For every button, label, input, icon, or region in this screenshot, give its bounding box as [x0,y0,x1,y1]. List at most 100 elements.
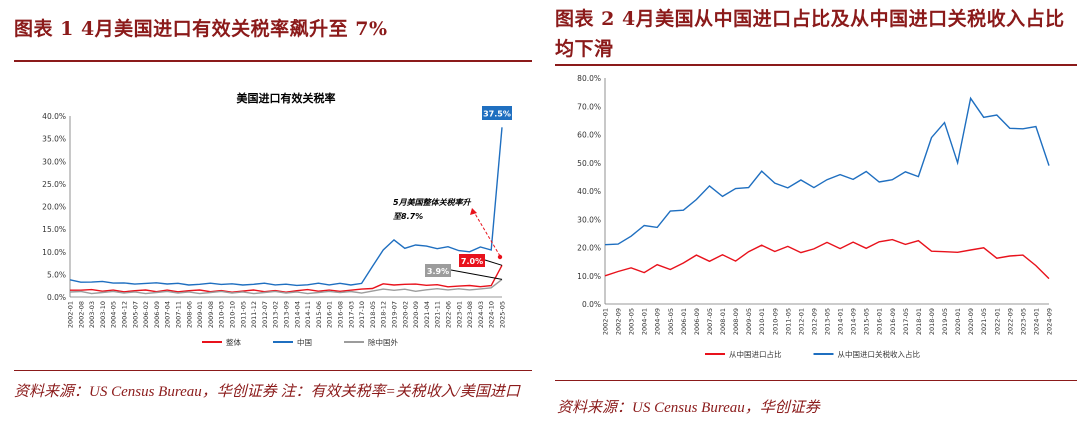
annotation-note-line2: 至8.7% [393,212,423,221]
x-tick-label: 2018-05 [369,301,377,328]
x-tick-label: 2017-10 [358,301,366,328]
y-tick-label: 40.0% [42,112,66,121]
x-tick-label: 2005-07 [131,301,139,328]
x-tick-label: 2019-05 [941,308,949,335]
x-tick-label: 2007-11 [175,301,183,328]
x-tick-label: 2011-05 [784,308,792,335]
tariff-rate-chart: 美国进口有效关税率 0.0% 5.0% 10.0% 15.0% 20.0% 25.0% 30.… [42,91,512,347]
annotation-dot [497,254,503,260]
x-tick-label: 2009-01 [196,301,204,328]
x-tick-label: 2008-09 [732,308,740,335]
y-tick-label: 15.0% [42,225,66,234]
x-tick-label: 2008-01 [719,308,727,335]
x-tick-label: 2012-09 [810,308,818,335]
x-tick-label: 2023-08 [466,301,474,328]
x-tick-label: 2016-08 [337,301,345,328]
x-tick-label: 2021-05 [980,308,988,335]
x-tick-label: 2009-08 [207,301,215,328]
x-tick-label: 2021-11 [434,301,442,328]
x-tick-label: 2023-05 [1019,308,1027,335]
exchina-label: 3.9% [427,267,449,276]
x-tick-label: 2004-01 [641,308,649,335]
x-tick-label: 2024-01 [1032,308,1040,335]
x-tick-label: 2022-09 [1006,308,1014,335]
x-tick-label: 2014-09 [850,308,858,335]
x-tick-label: 2016-01 [326,301,334,328]
x-tick-label: 2016-09 [889,308,897,335]
annotation-arrowhead [470,208,477,215]
x-tick-label: 2010-10 [229,301,237,328]
exchina-label-box [425,264,451,277]
x-tick-label: 2011-12 [250,301,258,328]
x-tick-label: 2021-04 [423,301,431,328]
x-tick-label: 2023-01 [455,301,463,328]
y-tick-label: 25.0% [42,180,66,189]
x-tick-label: 2014-01 [837,308,845,335]
x-tick-label: 2020-09 [967,308,975,335]
x-tick-label: 2018-09 [928,308,936,335]
x-tick-label: 2013-09 [283,301,291,328]
y-tick-label: 0.0% [582,300,601,309]
x-tick-label: 2006-09 [153,301,161,328]
figure-1-title: 图表 1 4月美国进口有效关税率飙升至 7% [14,18,388,40]
x-tick-label: 2010-01 [758,308,766,335]
overall-label-box [459,254,485,267]
x-tick-label: 2025-05 [499,301,507,328]
figure-2-title: 图表 2 4月美国从中国进口占比及从中国进口关税收入占比均下滑 [555,8,1065,60]
x-tick-label: 2020-02 [401,301,409,328]
x-tick-label: 2018-01 [915,308,923,335]
legend-label-0: 从中国进口占比 [729,349,782,359]
series-line-2 [69,278,503,295]
annotation-arrow [473,211,501,257]
figure-1-bottom-rule [14,370,532,371]
y-tick-label: 0.0% [47,293,66,302]
x-tick-label: 2002-08 [77,301,85,328]
x-tick-label: 2002-01 [602,308,610,335]
y-tick-label: 5.0% [47,270,66,279]
legend-label-1: 从中国进口关税收入占比 [838,349,921,359]
x-tick-label: 2010-09 [771,308,779,335]
peak-label: 37.5% [483,110,511,119]
legend-label-1: 中国 [297,337,312,347]
x-tick-label: 2012-07 [261,301,269,328]
x-tick-label: 2003-03 [88,301,96,328]
overall-leader [484,259,503,266]
x-tick-label: 2013-02 [272,301,280,328]
x-tick-label: 2007-04 [164,301,172,328]
x-tick-label: 2014-11 [304,301,312,328]
figure-2-panel: 图表 2 4月美国从中国进口占比及从中国进口关税收入占比均下滑 0.0% 10.0… [545,0,1080,444]
y-tick-label: 30.0% [577,215,601,224]
x-tick-label: 2022-06 [445,301,453,328]
x-tick-label: 2004-05 [110,301,118,328]
x-tick-label: 2015-06 [315,301,323,328]
x-tick-label: 2020-01 [954,308,962,335]
y-tick-label: 10.0% [577,272,601,281]
china-share-chart: 0.0% 10.0% 20.0% 30.0% 40.0% 50.0% 60.0% 70.0% 8… [577,74,1053,359]
x-tick-label: 2004-12 [121,301,129,328]
x-tick-label: 2003-05 [628,308,636,335]
figure-2-top-rule [555,64,1077,66]
y-tick-label: 20.0% [42,203,66,212]
peak-label-box [482,106,512,120]
x-tick-label: 2002-01 [67,301,75,328]
figure-1-panel: 图表 1 4月美国进口有效关税率飙升至 7% 美国进口有效关税率 0.0% 5.0%… [0,0,535,444]
figure-2-source: 资料来源：US Census Bureau，华创证券 [557,400,820,416]
y-tick-label: 35.0% [42,135,66,144]
x-tick-label: 2024-03 [477,301,485,328]
figure-1-top-rule [14,60,532,62]
y-tick-label: 50.0% [577,159,601,168]
x-tick-label: 2004-09 [654,308,662,335]
x-tick-label: 2017-05 [902,308,910,335]
x-tick-label: 2016-01 [876,308,884,335]
x-tick-label: 2020-09 [412,301,420,328]
y-tick-label: 40.0% [577,187,601,196]
x-tick-label: 2022-01 [993,308,1001,335]
overall-label: 7.0% [461,257,483,266]
x-tick-label: 2018-12 [380,301,388,328]
figure-2-bottom-rule [555,380,1077,381]
x-tick-label: 2008-06 [185,301,193,328]
x-tick-label: 2006-09 [693,308,701,335]
x-tick-label: 2024-10 [488,301,496,328]
x-tick-label: 2014-04 [293,301,301,328]
legend-label-2: 除中国外 [368,337,398,347]
